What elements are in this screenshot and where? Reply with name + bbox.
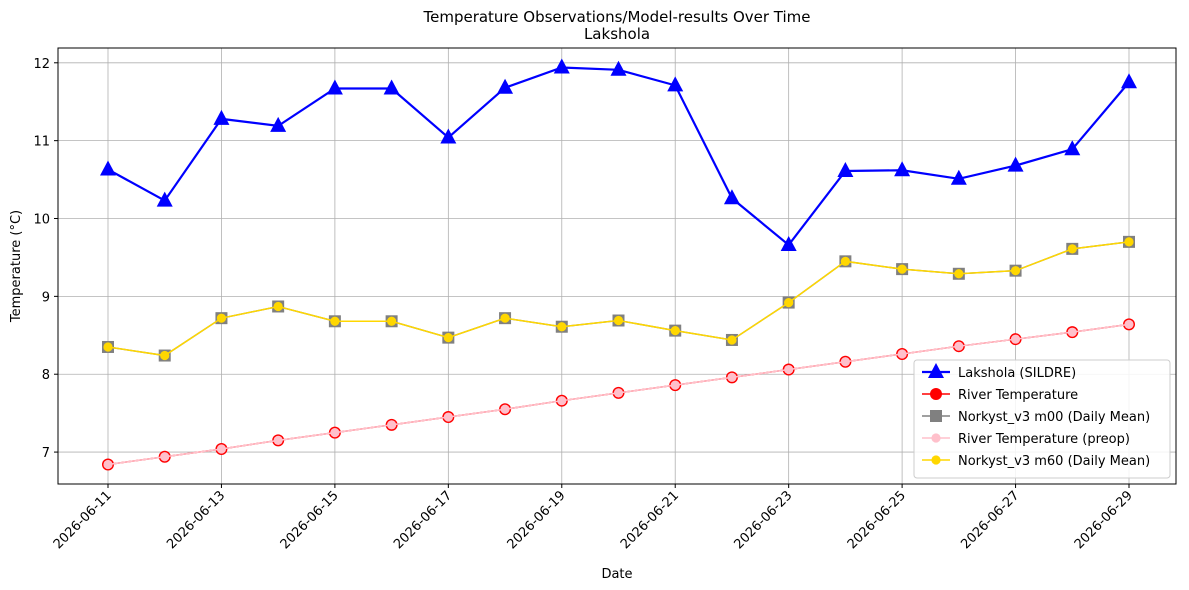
legend: Lakshola (SILDRE) River Temperature Norkys… [913,359,1171,479]
marker [557,396,567,406]
legend-frame [913,359,1171,479]
marker [273,435,283,445]
x-tick-label: 2026-06-13 [164,488,228,552]
y-tick-label: 10 [33,213,50,228]
marker [610,60,627,76]
x-tick-label: 2026-06-29 [1072,488,1136,552]
marker [930,388,942,400]
plot-frame [57,47,1177,485]
x-tick-label: 2026-06-27 [958,488,1022,552]
marker [670,380,680,390]
marker [553,58,570,74]
y-axis-label: Temperature (°C) [9,210,24,323]
marker [1121,73,1137,89]
marker [216,313,227,323]
legend-label: River Temperature [958,388,1078,403]
marker [931,455,941,465]
marker [840,357,850,367]
x-tick-label: 2026-06-21 [618,488,682,552]
marker [270,116,287,132]
marker [500,404,510,414]
y-tick-label: 7 [42,446,50,461]
marker [1124,237,1134,247]
marker [670,326,680,336]
marker [954,269,964,279]
marker [103,459,113,470]
x-tick-label: 2026-06-17 [391,488,455,552]
marker [326,79,343,95]
marker [780,235,797,251]
marker [613,388,624,398]
marker [156,191,173,207]
marker [784,297,794,308]
marker [727,372,737,382]
marker [784,364,794,375]
marker [954,341,964,351]
marker [613,315,624,326]
legend-label: Lakshola (SILDRE) [958,366,1076,381]
marker [160,452,170,462]
series [103,237,1134,361]
series [102,235,1135,362]
marker [216,444,227,454]
marker [273,301,283,312]
marker [930,410,942,422]
chart-title: Temperature Observations/Model-results O… [422,8,810,26]
x-axis-label: Date [601,567,632,582]
x-tick-label: 2026-06-11 [51,488,115,552]
x-tick-label: 2026-06-23 [731,488,795,552]
y-tick-label: 9 [42,290,50,305]
marker [1010,334,1021,344]
marker [497,78,514,94]
marker [723,189,740,205]
marker [894,161,911,177]
marker [1010,266,1021,276]
marker [667,76,684,92]
marker [1067,327,1077,337]
marker [1007,156,1024,172]
series-line [107,241,1130,357]
y-tick-label: 11 [33,135,50,150]
chart-subtitle: Lakshola [584,25,650,43]
marker [330,316,340,326]
series-line [107,241,1130,357]
y-tick-label: 12 [33,57,50,72]
legend-label: River Temperature (preop) [958,432,1130,447]
x-tick-label: 2026-06-19 [505,488,569,552]
marker [443,412,453,422]
x-tick-label: 2026-06-25 [845,488,909,552]
marker [387,316,397,326]
marker [213,109,230,125]
marker [950,169,967,185]
series [103,319,1134,470]
marker [727,335,737,345]
marker [1064,140,1081,156]
marker [443,333,453,343]
marker [557,322,567,332]
marker [897,264,907,274]
marker [500,313,510,323]
marker [387,420,397,430]
series [100,58,1137,251]
marker [103,342,113,352]
marker [440,128,457,144]
marker [837,162,854,178]
marker [160,350,170,361]
marker [330,428,340,438]
y-tick-label: 8 [42,368,50,383]
marker [931,433,941,443]
marker [1124,319,1134,329]
marker [897,349,907,359]
legend-label: Norkyst_v3 m00 (Daily Mean) [958,410,1150,425]
marker [100,160,116,176]
marker [928,363,944,378]
marker [1067,244,1077,254]
x-tick-label: 2026-06-15 [278,488,342,552]
marker [840,256,850,266]
legend-label: Norkyst_v3 m60 (Daily Mean) [958,454,1150,469]
marker [383,79,400,95]
